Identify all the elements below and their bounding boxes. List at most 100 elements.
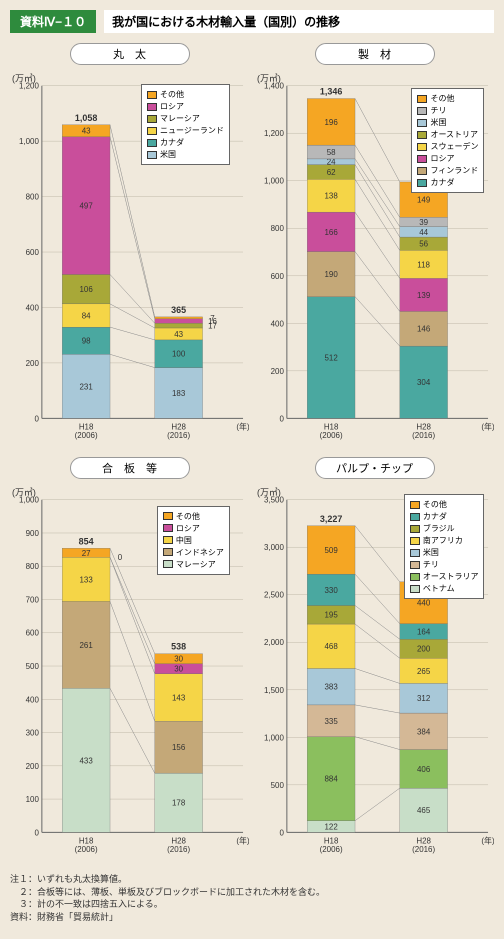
- svg-text:2,500: 2,500: [264, 591, 284, 600]
- svg-text:98: 98: [82, 337, 91, 346]
- svg-text:43: 43: [174, 330, 183, 339]
- chart-title: 丸 太: [70, 43, 190, 65]
- legend-label: その他: [423, 499, 447, 510]
- svg-text:27: 27: [82, 549, 91, 558]
- legend-item: 米国: [410, 547, 479, 558]
- svg-text:400: 400: [26, 303, 40, 312]
- svg-text:700: 700: [26, 595, 40, 604]
- legend-item: フィンランド: [417, 165, 478, 176]
- svg-text:138: 138: [324, 192, 338, 201]
- svg-text:H18: H18: [79, 422, 94, 431]
- svg-text:143: 143: [172, 693, 186, 702]
- svg-text:195: 195: [324, 611, 338, 620]
- svg-text:(2006): (2006): [320, 845, 343, 854]
- svg-text:(年): (年): [481, 421, 494, 431]
- svg-text:312: 312: [417, 694, 431, 703]
- legend-label: ロシア: [430, 153, 454, 164]
- svg-text:(2016): (2016): [167, 431, 190, 440]
- footnote-line: 資料：財務省「貿易統計」: [10, 911, 494, 924]
- svg-text:1,346: 1,346: [320, 87, 342, 97]
- svg-text:261: 261: [79, 641, 93, 650]
- legend-label: 米国: [423, 547, 439, 558]
- svg-text:(年): (年): [236, 835, 249, 845]
- svg-text:24: 24: [327, 158, 336, 167]
- chart-area: (万㎥)05001,0001,5002,0002,5003,0003,50012…: [255, 483, 494, 863]
- legend-item: その他: [417, 93, 478, 104]
- svg-text:600: 600: [26, 248, 40, 257]
- svg-text:149: 149: [417, 196, 431, 205]
- svg-text:3,500: 3,500: [264, 496, 284, 505]
- svg-text:(2016): (2016): [167, 845, 190, 854]
- charts-grid: 丸 太(万㎥)02004006008001,0001,2002319884106…: [10, 43, 494, 863]
- svg-text:300: 300: [26, 729, 40, 738]
- svg-text:39: 39: [419, 218, 428, 227]
- svg-text:335: 335: [324, 717, 338, 726]
- svg-text:164: 164: [417, 627, 431, 636]
- svg-text:56: 56: [419, 240, 428, 249]
- footnotes: 注１：いずれも丸太換算値。 ２：合板等には、薄板、単板及びブロックボードに加工さ…: [10, 873, 494, 923]
- svg-text:884: 884: [324, 775, 338, 784]
- svg-text:854: 854: [79, 536, 94, 546]
- svg-text:100: 100: [172, 350, 186, 359]
- svg-text:62: 62: [327, 168, 336, 177]
- svg-text:1,000: 1,000: [19, 496, 39, 505]
- legend: その他ロシア中国インドネシアマレーシア: [157, 506, 230, 575]
- svg-text:304: 304: [417, 378, 431, 387]
- legend: その他チリ米国オーストリアスウェーデンロシアフィンランドカナダ: [411, 88, 484, 193]
- svg-text:30: 30: [174, 655, 183, 664]
- svg-text:84: 84: [82, 311, 91, 320]
- svg-text:800: 800: [26, 562, 40, 571]
- svg-text:600: 600: [271, 272, 285, 281]
- svg-text:139: 139: [417, 291, 431, 300]
- svg-text:30: 30: [174, 665, 183, 674]
- svg-text:465: 465: [417, 806, 431, 815]
- chart-area: (万㎥)02004006008001,0001,2001,40051219016…: [255, 69, 494, 449]
- legend-label: ニュージーランド: [160, 125, 224, 136]
- legend: その他ロシアマレーシアニュージーランドカナダ米国: [141, 84, 230, 165]
- legend-label: ブラジル: [423, 523, 455, 534]
- footnote-line: 注１：いずれも丸太換算値。: [10, 873, 494, 886]
- legend-item: 米国: [147, 149, 224, 160]
- svg-text:200: 200: [26, 762, 40, 771]
- svg-text:H28: H28: [416, 422, 431, 431]
- chart-title: パルプ・チップ: [315, 457, 435, 479]
- svg-text:800: 800: [271, 224, 285, 233]
- legend-label: フィンランド: [430, 165, 478, 176]
- chart-area: (万㎥)02004006008001,0001,2002319884106497…: [10, 69, 249, 449]
- legend-label: チリ: [423, 559, 439, 570]
- chart-title: 合 板 等: [70, 457, 190, 479]
- svg-text:0: 0: [118, 553, 123, 562]
- legend-item: マレーシア: [147, 113, 224, 124]
- svg-text:265: 265: [417, 667, 431, 676]
- svg-text:100: 100: [26, 795, 40, 804]
- legend-label: 南アフリカ: [423, 535, 463, 546]
- svg-text:7: 7: [210, 314, 215, 323]
- svg-text:(2006): (2006): [75, 431, 98, 440]
- legend-item: カナダ: [410, 511, 479, 522]
- legend-label: ロシア: [176, 523, 200, 534]
- svg-text:43: 43: [82, 127, 91, 136]
- svg-text:166: 166: [324, 228, 338, 237]
- svg-text:800: 800: [26, 193, 40, 202]
- svg-text:383: 383: [324, 683, 338, 692]
- legend-item: ロシア: [163, 523, 224, 534]
- legend-item: カナダ: [147, 137, 224, 148]
- svg-text:190: 190: [324, 270, 338, 279]
- svg-text:509: 509: [324, 546, 338, 555]
- header: 資料Ⅳ−１０ 我が国における木材輸入量（国別）の推移: [10, 10, 494, 33]
- svg-text:156: 156: [172, 743, 186, 752]
- legend-item: その他: [147, 89, 224, 100]
- legend-item: ブラジル: [410, 523, 479, 534]
- svg-text:122: 122: [324, 823, 338, 832]
- svg-text:400: 400: [271, 319, 285, 328]
- legend-item: オーストリア: [417, 129, 478, 140]
- svg-text:512: 512: [324, 354, 338, 363]
- legend-item: 南アフリカ: [410, 535, 479, 546]
- legend-item: ロシア: [417, 153, 478, 164]
- legend-label: ロシア: [160, 101, 184, 112]
- legend-item: スウェーデン: [417, 141, 478, 152]
- legend-label: カナダ: [430, 177, 454, 188]
- svg-text:H18: H18: [324, 836, 339, 845]
- svg-text:500: 500: [26, 662, 40, 671]
- svg-text:(2016): (2016): [412, 845, 435, 854]
